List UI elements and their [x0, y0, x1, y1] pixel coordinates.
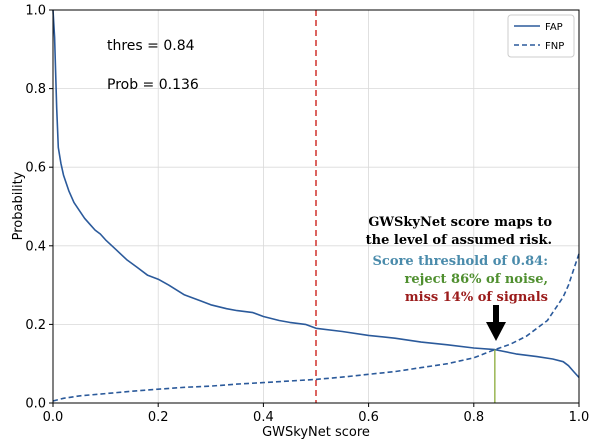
annotation-line-4: reject 86% of noise,: [405, 272, 548, 287]
grid: [52, 9, 580, 404]
y-tick-label: 0.8: [25, 82, 46, 97]
legend-fnp-label: FNP: [545, 41, 564, 52]
y-axis-title: Probability: [11, 171, 26, 240]
series-fnp-line: [52, 253, 580, 402]
y-tick-label: 0.2: [25, 318, 46, 333]
annotation-line-5: miss 14% of signals: [405, 290, 548, 305]
legend-fap-label: FAP: [545, 22, 563, 33]
x-tick-label: 1.0: [569, 410, 589, 425]
y-tick-label: 0.4: [25, 239, 46, 254]
series-fap-line: [52, 9, 580, 379]
series-layer: [52, 9, 580, 402]
probability-text: Prob = 0.136: [107, 77, 199, 93]
x-tick-label: 0.0: [43, 410, 64, 425]
annotation-line-1: GWSkyNet score maps to: [368, 215, 552, 230]
x-tick-label: 0.6: [358, 410, 379, 425]
annotation-line-3: Score threshold of 0.84:: [373, 254, 548, 269]
threshold-text: thres = 0.84: [107, 38, 195, 54]
plot-frame: [52, 9, 580, 404]
x-tick-label: 0.4: [253, 410, 274, 425]
legend: FAP FNP: [507, 14, 575, 58]
arrow-icon: [486, 305, 506, 341]
y-tick-label: 0.6: [25, 161, 46, 176]
y-tick-label: 0.0: [25, 397, 46, 412]
x-tick-label: 0.2: [148, 410, 169, 425]
ticks: 0.0 0.2 0.4 0.6 0.8 1.0 0.0 0.2 0.4 0.6 0.8 1.0: [25, 4, 589, 426]
x-tick-label: 0.8: [463, 410, 484, 425]
y-tick-label: 1.0: [25, 4, 46, 19]
x-axis-title: GWSkyNet score: [262, 425, 370, 440]
annotation-line-2: the level of assumed risk.: [366, 233, 552, 248]
